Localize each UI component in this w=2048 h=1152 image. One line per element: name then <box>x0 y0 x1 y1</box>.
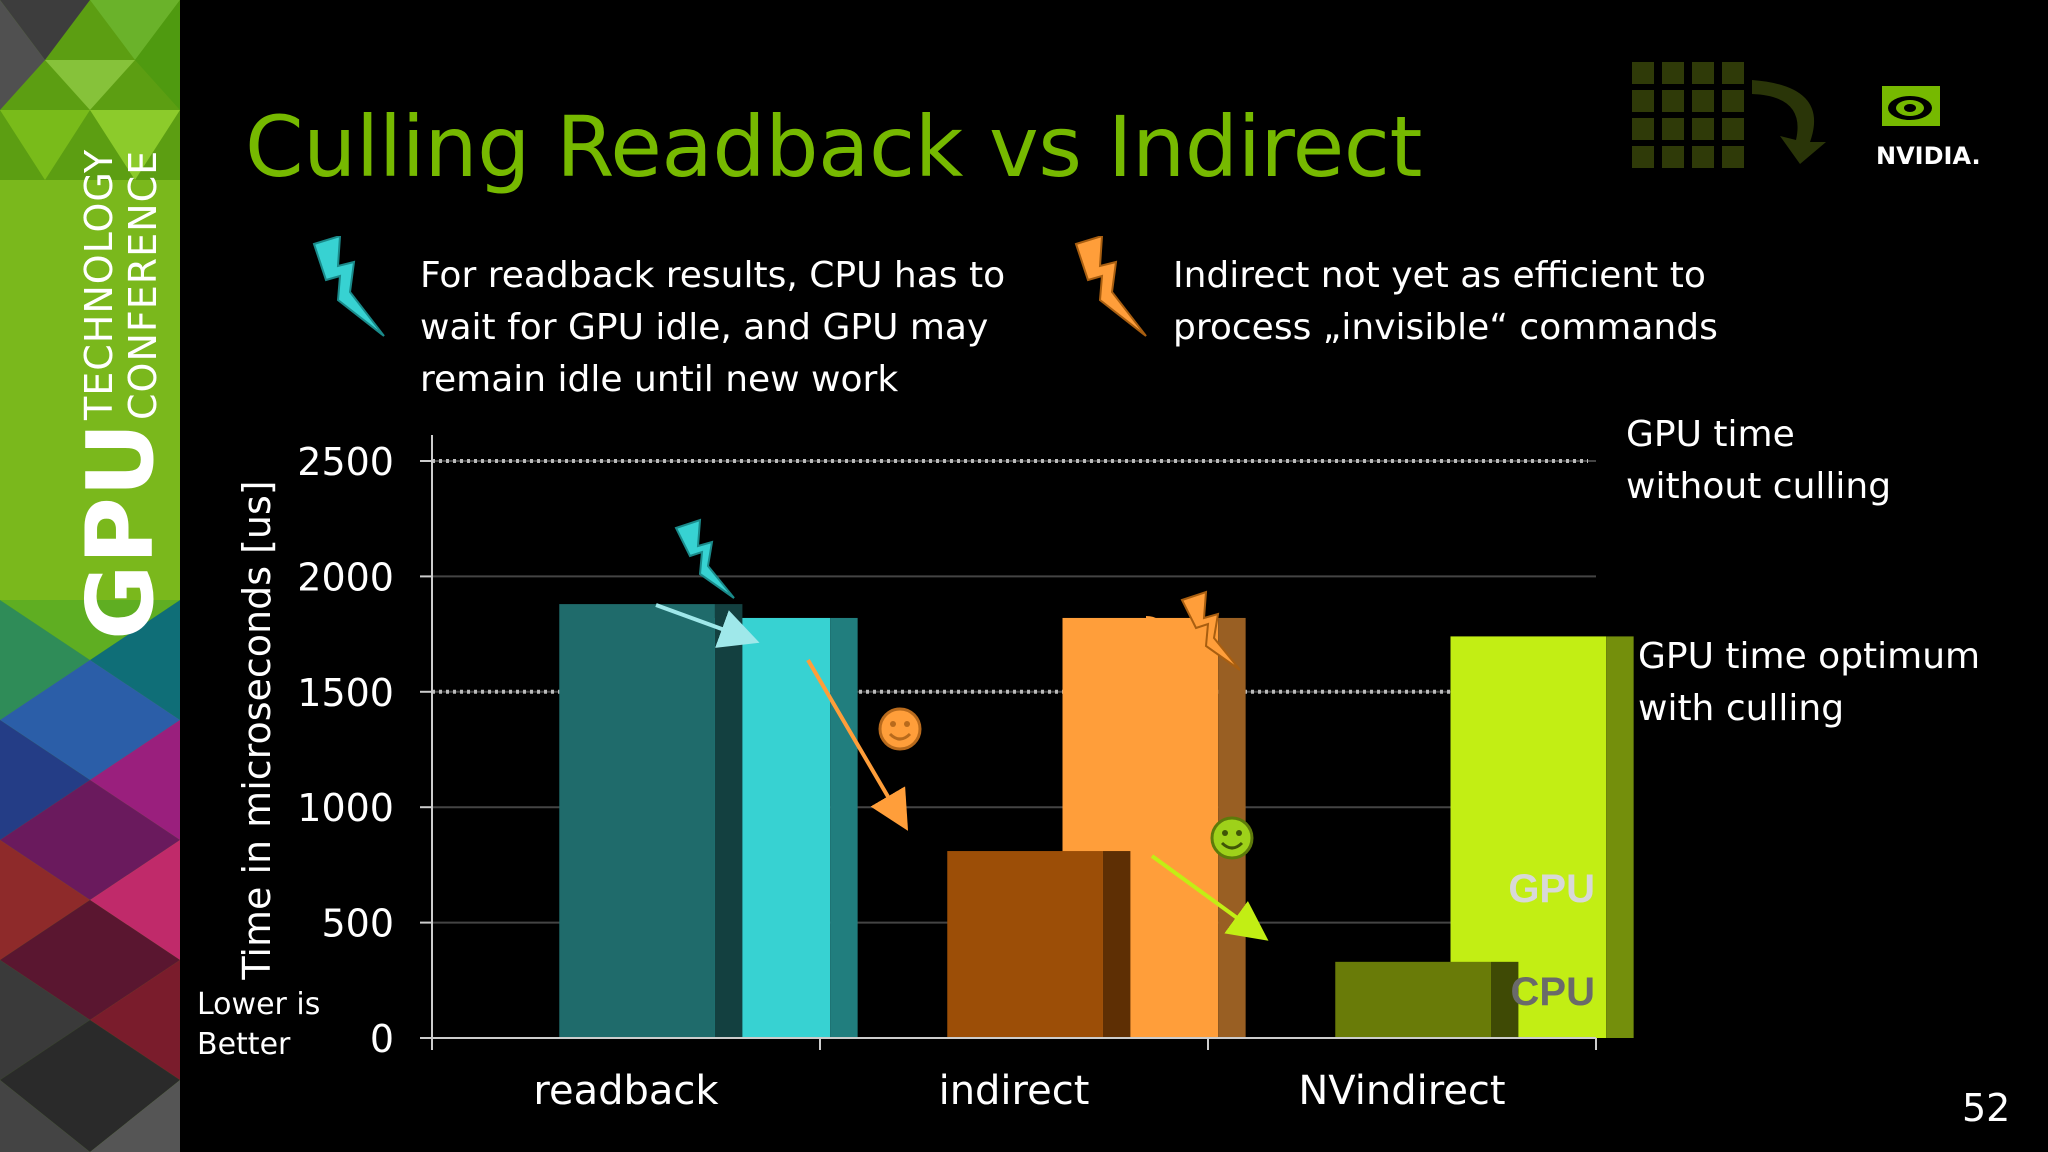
x-tick-label: indirect <box>939 1068 1090 1114</box>
y-tick-label: 500 <box>321 902 394 946</box>
bracket-icon <box>1145 616 1175 684</box>
x-tick-label: readback <box>533 1068 719 1114</box>
reference-label: GPU time optimum <box>1638 636 1980 677</box>
lightning-orange-icon <box>1074 236 1147 337</box>
bar-cpu-nvindirect-side <box>1490 961 1519 1038</box>
gpu-wordmark: GPU <box>67 422 174 640</box>
bar-cpu-indirect <box>947 851 1103 1038</box>
reference-label: without culling <box>1626 466 1891 507</box>
axes: 0 500 1000 1500 2000 2500 readback indirect NVin… <box>297 435 1597 1114</box>
y-axis-label: Time in microseconds [us] <box>235 480 279 980</box>
readback-note-line: remain idle until new work <box>420 359 899 400</box>
x-tick-label: NVindirect <box>1298 1068 1505 1114</box>
y-tick-label: 2500 <box>297 440 394 484</box>
readback-note: For readback results, CPU has to wait fo… <box>420 250 1005 406</box>
slide-number: 52 <box>1962 1086 2011 1130</box>
reference-label: with culling <box>1638 688 1844 729</box>
y-tick-label: 2000 <box>297 555 394 599</box>
lightning-orange-small-icon <box>1180 590 1241 671</box>
indirect-note-line: Indirect not yet as efficient to <box>1173 255 1706 296</box>
bar-cpu-nvindirect <box>1335 961 1491 1038</box>
technology-wordmark: TECHNOLOGY <box>77 149 121 421</box>
readback-arrow <box>655 603 760 648</box>
lower-is-better-line: Lower is <box>197 987 320 1022</box>
bar-gpu-readback-side <box>830 617 858 1038</box>
slide-title: Culling Readback vs Indirect <box>245 98 1422 196</box>
lightning-cyan-small-icon <box>674 518 735 599</box>
readback-note-line: For readback results, CPU has to <box>420 255 1006 296</box>
reference-label: GPU time <box>1626 414 1795 455</box>
bar-gpu-nvindirect-side <box>1606 636 1634 1038</box>
series-label-cpu: CPU <box>1511 970 1595 1014</box>
lightning-cyan-icon <box>312 236 385 337</box>
conference-wordmark-text: CONFERENCE <box>121 150 165 420</box>
nvidia-logo-text: NVIDIA. <box>1876 142 1981 170</box>
indirect-note-line: process „invisible“ commands <box>1173 307 1718 348</box>
indirect-note: Indirect not yet as efficient to process… <box>1173 250 1718 354</box>
nvindirect-arrow <box>1150 854 1269 941</box>
bar-cpu-readback-side <box>714 604 743 1038</box>
smiley-orange-icon <box>878 707 922 751</box>
series-label-gpu: GPU <box>1508 867 1595 911</box>
bar-cpu-readback <box>559 604 715 1038</box>
lower-is-better-line: Better <box>197 1027 291 1062</box>
grid-arrow-icon <box>1632 62 1826 168</box>
y-tick-label: 1500 <box>297 671 394 715</box>
conference-sidebar <box>0 0 180 1152</box>
y-tick-label: 1000 <box>297 786 394 830</box>
bars <box>559 604 1634 1038</box>
bar-cpu-indirect-side <box>1102 851 1131 1038</box>
smiley-lime-icon <box>1210 816 1254 860</box>
indirect-arrow <box>806 658 909 831</box>
y-tick-label: 0 <box>370 1017 394 1061</box>
reference-labels: GPU time without culling GPU time optimum w… <box>1626 414 1980 729</box>
nvidia-logo-area: NVIDIA. <box>1632 62 1981 170</box>
nvidia-eye-icon <box>1882 86 1940 126</box>
readback-note-line: wait for GPU idle, and GPU may <box>420 307 989 348</box>
conference-wordmark: GPU TECHNOLOGY CONFERENCE <box>67 149 174 640</box>
